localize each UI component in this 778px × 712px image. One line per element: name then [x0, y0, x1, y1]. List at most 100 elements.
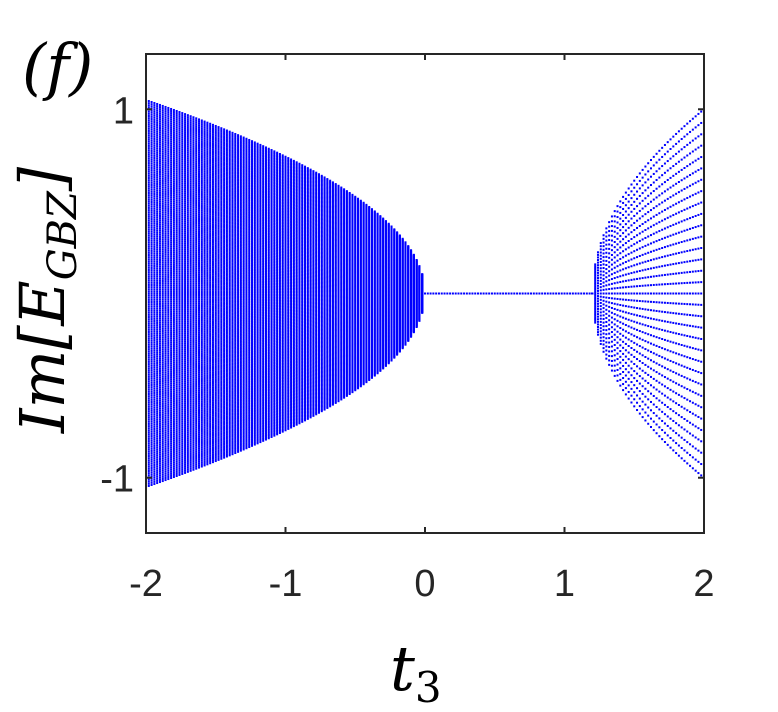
data-point [167, 243, 170, 246]
data-point [192, 353, 195, 356]
data-point [209, 181, 212, 184]
data-point [164, 443, 167, 446]
data-point [192, 126, 195, 129]
data-point [184, 388, 187, 391]
data-point [220, 410, 223, 413]
data-point [153, 406, 156, 409]
data-point [214, 270, 217, 273]
data-point [198, 218, 201, 221]
data-point [209, 298, 212, 301]
data-point [175, 318, 178, 321]
data-point [195, 267, 198, 270]
data-point [181, 302, 184, 305]
data-point [198, 425, 201, 428]
data-point [175, 241, 178, 244]
data-point [220, 378, 223, 381]
data-point [170, 214, 173, 217]
data-point [200, 267, 203, 270]
data-point [211, 350, 214, 353]
data-point [206, 347, 209, 350]
data-point [156, 467, 159, 470]
data-point [211, 369, 214, 372]
data-point [200, 296, 203, 299]
data-point [220, 198, 223, 201]
data-point [195, 333, 198, 336]
data-point [181, 468, 184, 471]
data-point [184, 145, 187, 147]
data-point [161, 225, 164, 228]
data-point [192, 314, 195, 317]
data-point [178, 324, 181, 327]
data-point [167, 117, 170, 120]
data-point [161, 248, 164, 251]
data-point [211, 127, 214, 130]
data-point [167, 234, 170, 237]
data-point [172, 469, 175, 472]
data-point [192, 233, 195, 236]
data-point [175, 231, 178, 234]
data-point [211, 217, 214, 220]
data-point [167, 133, 170, 136]
data-point [203, 302, 206, 305]
data-point [192, 272, 195, 275]
data-point [206, 353, 209, 356]
data-point [189, 371, 192, 374]
data-point [192, 458, 195, 461]
data-point [181, 112, 184, 115]
data-point [181, 128, 184, 131]
data-point [161, 123, 164, 126]
data-point [161, 298, 164, 301]
data-point [156, 370, 159, 373]
data-point [167, 255, 170, 258]
data-point [189, 223, 192, 226]
data-point [156, 180, 159, 183]
data-point [200, 257, 203, 260]
data-point [147, 322, 150, 325]
data-point [170, 136, 173, 139]
data-point [211, 163, 214, 166]
data-point [220, 182, 223, 185]
data-point [211, 322, 214, 325]
data-point [178, 147, 181, 150]
data-point [189, 349, 192, 352]
data-point [158, 449, 161, 452]
data-point [167, 395, 170, 398]
data-point [195, 350, 198, 353]
data-point [195, 269, 198, 272]
data-point [178, 425, 181, 428]
data-point [164, 452, 167, 455]
data-point [167, 273, 170, 276]
data-point [153, 379, 156, 382]
data-point [195, 183, 198, 186]
data-point [217, 200, 220, 203]
data-point [170, 142, 173, 145]
data-point [184, 465, 187, 468]
data-point [167, 139, 170, 142]
data-point [186, 181, 189, 184]
data-point [153, 425, 156, 428]
data-point [217, 388, 220, 391]
data-point [164, 112, 167, 115]
data-point [156, 208, 159, 211]
data-point [181, 152, 184, 155]
data-point [220, 224, 223, 227]
data-point [206, 453, 209, 456]
data-point [198, 143, 201, 146]
data-point [200, 459, 203, 462]
data-point [147, 211, 150, 214]
data-point [186, 312, 189, 315]
data-point [150, 103, 153, 106]
data-point [217, 331, 220, 334]
data-point [170, 245, 173, 248]
data-point [220, 213, 223, 216]
data-point [209, 211, 212, 214]
data-point [198, 269, 201, 272]
data-point [178, 328, 181, 331]
data-point [200, 363, 203, 366]
data-point [214, 456, 217, 459]
data-point [170, 206, 173, 209]
data-point [158, 393, 161, 396]
data-point [203, 187, 206, 190]
data-point [211, 140, 214, 143]
data-point [161, 442, 164, 445]
